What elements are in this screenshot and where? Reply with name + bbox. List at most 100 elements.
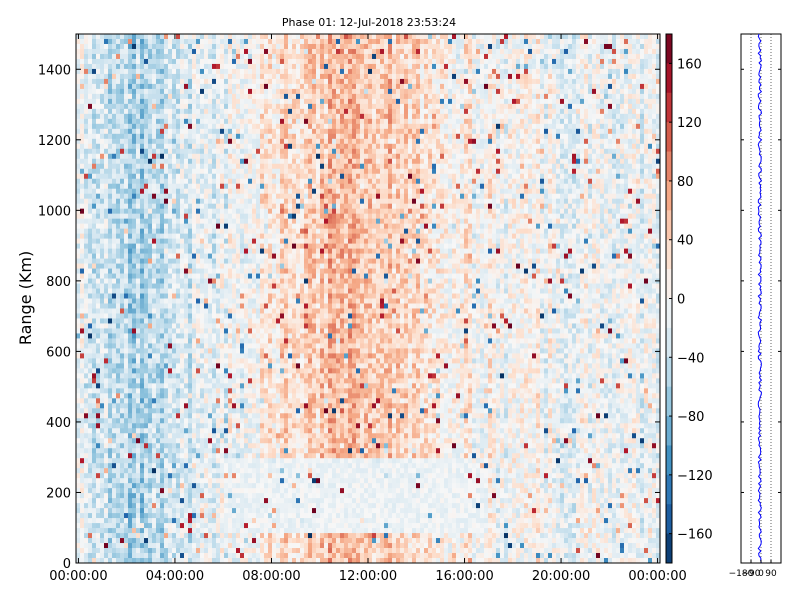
- heatmap-cell: [216, 68, 221, 75]
- heatmap-cell: [100, 58, 105, 65]
- heatmap-cell: [184, 268, 189, 274]
- heatmap-cell: [156, 303, 161, 309]
- heatmap-cell: [228, 393, 233, 399]
- heatmap-cell: [156, 113, 161, 120]
- heatmap-cell: [120, 433, 125, 439]
- heatmap-cell: [92, 153, 97, 160]
- heatmap-cell: [256, 193, 261, 200]
- heatmap-cell: [172, 173, 177, 180]
- heatmap-cell: [232, 498, 237, 504]
- heatmap-cell: [204, 558, 209, 564]
- heatmap-cell: [228, 83, 233, 90]
- heatmap-cell: [260, 538, 265, 544]
- heatmap-cell: [92, 453, 97, 459]
- heatmap-cell: [228, 168, 233, 175]
- heatmap-cell: [264, 34, 269, 40]
- heatmap-cell: [164, 198, 169, 205]
- heatmap-cell: [236, 503, 241, 509]
- heatmap-cell: [84, 408, 89, 414]
- heatmap-cell: [216, 428, 221, 434]
- heatmap-cell: [196, 433, 201, 439]
- heatmap-cell: [164, 388, 169, 394]
- heatmap-cell: [216, 388, 221, 394]
- heatmap-cell: [116, 193, 121, 200]
- heatmap-cell: [164, 133, 169, 140]
- heatmap-cell: [240, 393, 245, 399]
- heatmap-cell: [200, 68, 205, 75]
- heatmap-cell: [252, 318, 257, 324]
- heatmap-cell: [192, 483, 197, 489]
- heatmap-cell: [132, 248, 137, 254]
- heatmap-cell: [156, 308, 161, 314]
- heatmap-cell: [128, 118, 133, 125]
- heatmap-cell: [212, 163, 217, 170]
- heatmap-cell: [180, 543, 185, 549]
- heatmap-cell: [92, 548, 97, 554]
- heatmap-cell: [228, 38, 233, 45]
- heatmap-cell: [84, 458, 89, 464]
- heatmap-cell: [252, 558, 257, 564]
- heatmap-cell: [260, 403, 265, 409]
- heatmap-cell: [76, 268, 81, 274]
- heatmap-cell: [112, 73, 117, 80]
- heatmap-cell: [252, 438, 257, 444]
- heatmap-cell: [76, 258, 81, 264]
- heatmap-cell: [144, 408, 149, 414]
- heatmap-cell: [104, 198, 109, 205]
- heatmap-cell: [260, 328, 265, 334]
- heatmap-cell: [96, 208, 101, 215]
- heatmap-cell: [132, 478, 137, 484]
- heatmap-cell: [172, 378, 177, 384]
- heatmap-cell: [204, 208, 209, 215]
- heatmap-cell: [164, 273, 169, 279]
- heatmap-cell: [152, 98, 157, 105]
- heatmap-cell: [212, 93, 217, 100]
- heatmap-cell: [104, 418, 109, 424]
- heatmap-cell: [252, 183, 257, 190]
- heatmap-cell: [188, 473, 193, 479]
- heatmap-cell: [140, 208, 145, 215]
- heatmap-cell: [76, 493, 81, 499]
- heatmap-cell: [168, 368, 173, 374]
- heatmap-cell: [104, 258, 109, 264]
- heatmap-cell: [172, 318, 177, 324]
- heatmap-cell: [264, 48, 269, 55]
- heatmap-cell: [204, 358, 209, 364]
- heatmap-cell: [220, 218, 225, 224]
- heatmap-cell: [232, 538, 237, 544]
- heatmap-cell: [184, 203, 189, 210]
- heatmap-cell: [220, 34, 225, 40]
- heatmap-cell: [124, 373, 129, 379]
- heatmap-cell: [164, 453, 169, 459]
- heatmap-cell: [156, 293, 161, 299]
- heatmap-cell: [132, 253, 137, 259]
- heatmap-cell: [116, 153, 121, 160]
- heatmap-cell: [180, 248, 185, 254]
- heatmap-cell: [104, 58, 109, 65]
- heatmap-cell: [208, 373, 213, 379]
- heatmap-cell: [212, 348, 217, 354]
- heatmap-cell: [220, 458, 225, 464]
- heatmap-cell: [144, 463, 149, 469]
- heatmap-cell: [228, 448, 233, 454]
- heatmap-cell: [220, 118, 225, 125]
- heatmap-cell: [140, 538, 145, 544]
- heatmap-cell: [76, 63, 81, 70]
- heatmap-cell: [176, 393, 181, 399]
- heatmap-cell: [216, 308, 221, 314]
- heatmap-cell: [212, 183, 217, 190]
- heatmap-cell: [136, 34, 141, 40]
- heatmap-cell: [260, 528, 265, 534]
- heatmap-cell: [188, 83, 193, 90]
- heatmap-cell: [152, 63, 157, 70]
- heatmap-cell: [176, 273, 181, 279]
- heatmap-cell: [76, 68, 81, 75]
- heatmap-cell: [136, 213, 141, 219]
- heatmap-cell: [144, 88, 149, 95]
- heatmap-cell: [168, 558, 173, 564]
- heatmap-cell: [168, 88, 173, 95]
- heatmap-cell: [144, 108, 149, 115]
- heatmap-cell: [112, 463, 117, 469]
- heatmap-cell: [140, 378, 145, 384]
- heatmap-cell: [100, 483, 105, 489]
